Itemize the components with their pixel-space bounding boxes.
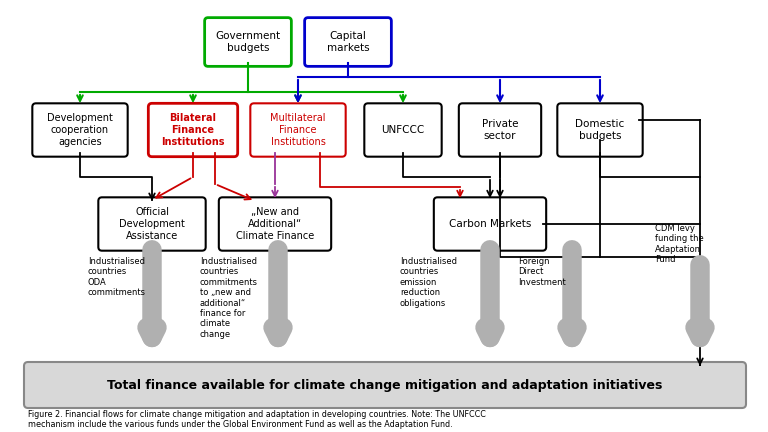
Text: Industrialised
countries
ODA
commitments: Industrialised countries ODA commitments	[88, 257, 146, 297]
FancyBboxPatch shape	[558, 103, 643, 157]
FancyBboxPatch shape	[434, 197, 546, 251]
Text: Industrialised
countries
commitments
to „new and
additional“
finance for
climate: Industrialised countries commitments to …	[200, 257, 258, 339]
Text: Development
cooperation
agencies: Development cooperation agencies	[47, 113, 113, 146]
FancyBboxPatch shape	[32, 103, 127, 157]
Text: Bilateral
Finance
Institutions: Bilateral Finance Institutions	[161, 113, 225, 146]
Text: Government
budgets: Government budgets	[216, 31, 280, 53]
FancyBboxPatch shape	[204, 18, 291, 67]
FancyBboxPatch shape	[250, 103, 346, 157]
FancyBboxPatch shape	[458, 103, 541, 157]
Text: Foreign
Direct
Investment: Foreign Direct Investment	[518, 257, 566, 287]
Text: Official
Development
Assistance: Official Development Assistance	[119, 207, 185, 241]
Text: Carbon Markets: Carbon Markets	[449, 219, 531, 229]
Text: Capital
markets: Capital markets	[326, 31, 369, 53]
Text: Figure 2. Financial flows for climate change mitigation and adaptation in develo: Figure 2. Financial flows for climate ch…	[28, 410, 486, 429]
Text: Total finance available for climate change mitigation and adaptation initiatives: Total finance available for climate chan…	[108, 378, 663, 391]
Text: Domestic
budgets: Domestic budgets	[575, 119, 624, 141]
FancyBboxPatch shape	[24, 362, 746, 408]
Text: Private
sector: Private sector	[482, 119, 518, 141]
FancyBboxPatch shape	[305, 18, 392, 67]
FancyBboxPatch shape	[98, 197, 206, 251]
Text: „New and
Additional“
Climate Finance: „New and Additional“ Climate Finance	[236, 207, 314, 241]
FancyBboxPatch shape	[219, 197, 331, 251]
Text: Multilateral
Finance
Institutions: Multilateral Finance Institutions	[270, 113, 326, 146]
Text: Industrialised
countries
emission
reduction
obligations: Industrialised countries emission reduct…	[400, 257, 457, 308]
Text: UNFCCC: UNFCCC	[382, 125, 425, 135]
FancyBboxPatch shape	[364, 103, 442, 157]
Text: CDM levy
funding the
Adaptation
Fund: CDM levy funding the Adaptation Fund	[655, 224, 703, 264]
FancyBboxPatch shape	[148, 103, 237, 157]
